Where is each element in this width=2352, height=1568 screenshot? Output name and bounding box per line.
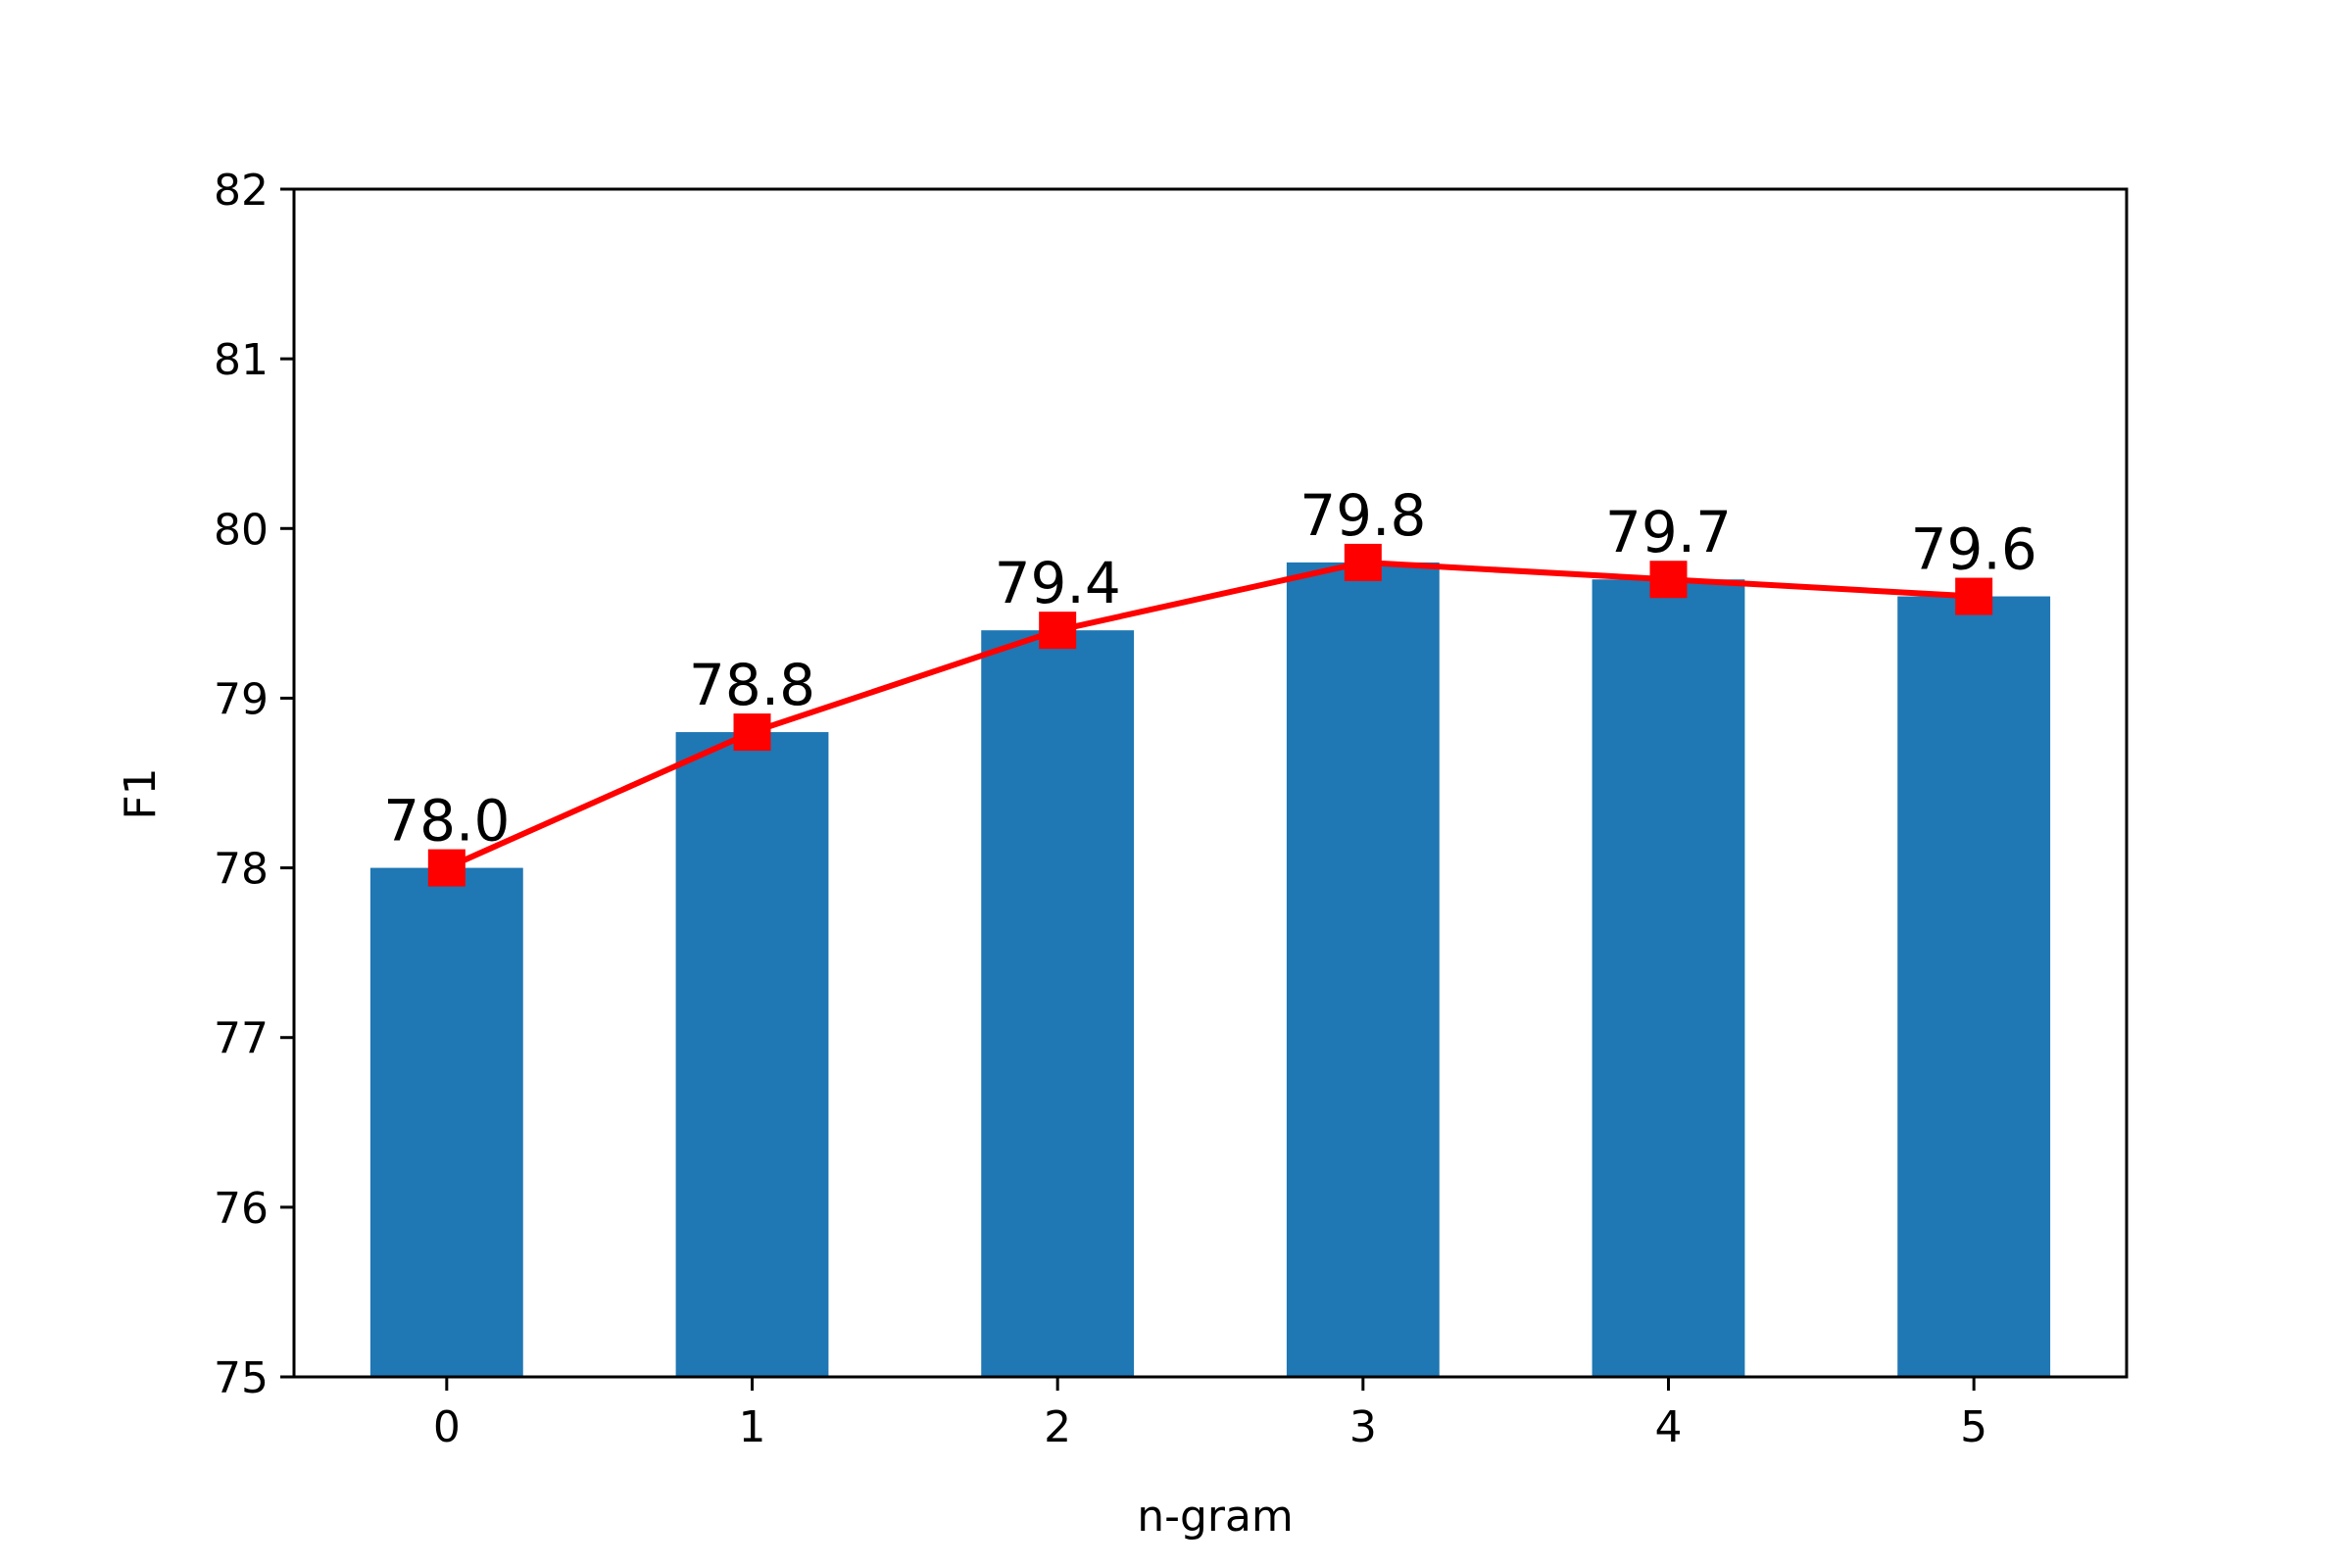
x-tick-label-4: 4: [1655, 1402, 1683, 1452]
line-series: [445, 559, 1975, 871]
x-tick-label-5: 5: [1960, 1402, 1987, 1452]
bars-layer: [369, 562, 2051, 1377]
data-label-2: 79.4: [995, 550, 1121, 616]
line-layer: [427, 543, 1993, 887]
line-marker-4: [1649, 561, 1688, 599]
bar-5: [1897, 596, 2051, 1377]
y-tick-label-76: 76: [214, 1184, 269, 1234]
bar-3: [1286, 562, 1440, 1377]
line-marker-5: [1955, 577, 1993, 615]
line-marker-3: [1344, 543, 1382, 581]
y-tick-label-79: 79: [214, 674, 269, 724]
data-label-1: 78.8: [689, 652, 815, 718]
x-tick-label-2: 2: [1044, 1402, 1071, 1452]
bar-1: [675, 732, 829, 1377]
line-marker-2: [1039, 612, 1077, 650]
data-labels-layer: 78.0 78.8 79.4 79.8 79.7 79.6: [383, 482, 2036, 855]
y-tick-label-80: 80: [214, 505, 269, 555]
bar-2: [981, 630, 1135, 1377]
plot-frame: [292, 187, 2129, 1379]
y-tick-label-78: 78: [214, 845, 269, 895]
x-tick-label-0: 0: [433, 1402, 461, 1452]
line-marker-1: [733, 713, 771, 752]
x-tick-label-3: 3: [1349, 1402, 1377, 1452]
y-axis-title: F1: [116, 767, 166, 819]
data-label-0: 78.0: [383, 788, 510, 855]
y-tick-label-75: 75: [214, 1353, 269, 1403]
data-label-5: 79.6: [1911, 516, 2037, 583]
y-tick-label-77: 77: [214, 1014, 269, 1064]
line-marker-0: [427, 849, 466, 887]
bar-0: [369, 867, 523, 1377]
x-tick-label-1: 1: [739, 1402, 766, 1452]
axes-layer: 75 76 77 78 79 80 81 82 0 1 2 3 4 5: [214, 166, 2129, 1452]
x-axis-title: n-gram: [1137, 1492, 1294, 1542]
bar-4: [1592, 579, 1745, 1377]
data-label-3: 79.8: [1299, 482, 1426, 549]
y-tick-label-82: 82: [214, 166, 269, 216]
y-tick-label-81: 81: [214, 335, 269, 385]
data-label-4: 79.7: [1605, 499, 1732, 565]
